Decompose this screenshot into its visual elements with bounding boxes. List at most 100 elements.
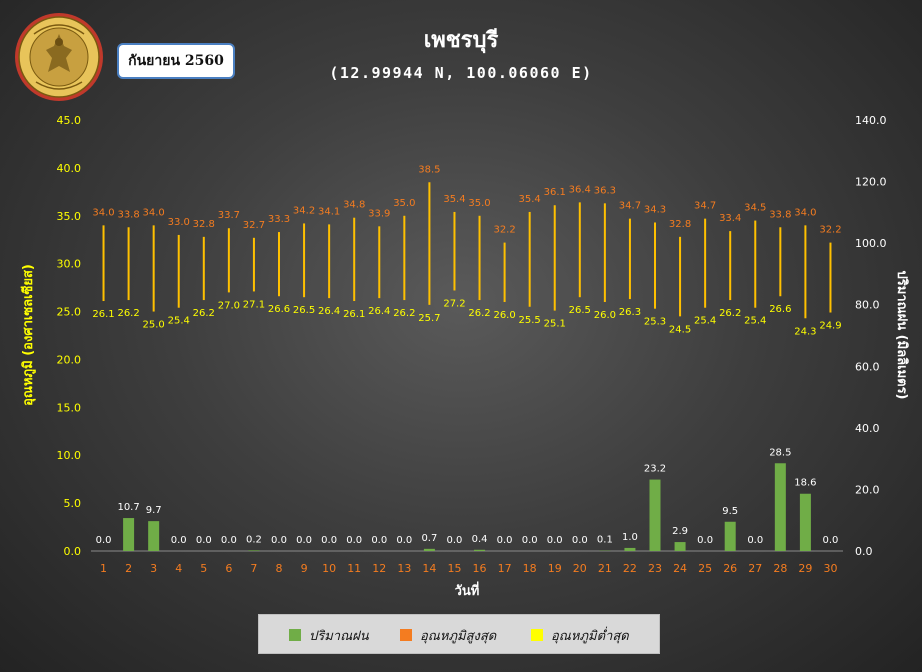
tmax-data-label: 32.7: [243, 220, 265, 231]
tmax-data-label: 33.0: [168, 217, 190, 228]
tmax-data-label: 35.0: [393, 198, 415, 209]
tmax-data-label: 36.4: [569, 184, 591, 195]
y-left-tick-label: 35.0: [57, 210, 82, 223]
y-left-tick-label: 25.0: [57, 306, 82, 319]
tmax-data-label: 34.8: [343, 200, 365, 211]
x-tick-label: 16: [473, 562, 487, 575]
rain-data-label: 0.0: [522, 535, 538, 546]
temp-range-bar: [704, 218, 707, 308]
rain-bar: [624, 547, 636, 551]
legend-item-tmax: อุณหภูมิสูงสุด: [400, 625, 496, 645]
rain-data-label: 0.4: [472, 534, 488, 545]
y-right-tick-label: 20.0: [855, 483, 880, 496]
x-tick-label: 3: [150, 562, 157, 575]
y-right-tick-label: 80.0: [855, 299, 880, 312]
temp-range-bar: [303, 223, 306, 298]
rain-data-label: 0.0: [396, 535, 412, 546]
x-tick-label: 9: [301, 562, 308, 575]
rain-bar: [774, 463, 786, 551]
rain-data-label: 0.0: [371, 535, 387, 546]
temp-range-bar: [102, 225, 105, 302]
x-tick-label: 14: [422, 562, 436, 575]
y-right-axis-title: ปริมาณฝน (มิลลิเมตร): [894, 270, 909, 399]
rain-data-label: 0.0: [271, 535, 287, 546]
tmin-data-label: 25.4: [168, 316, 190, 327]
tmax-data-label: 34.1: [318, 206, 340, 217]
y-left-tick-label: 10.0: [57, 449, 82, 462]
y-left-tick-label: 40.0: [57, 162, 82, 175]
x-axis-title: วันที่: [455, 581, 480, 599]
x-tick-label: 11: [347, 562, 361, 575]
x-tick-label: 18: [523, 562, 537, 575]
tmax-data-label: 35.4: [519, 194, 541, 205]
temp-range-bar: [177, 234, 180, 308]
temp-range-bar: [478, 215, 481, 301]
rain-data-label: 0.0: [346, 535, 362, 546]
y-left-tick-label: 30.0: [57, 258, 82, 271]
temp-range-bar: [553, 205, 556, 311]
tmin-data-label: 26.2: [117, 308, 139, 319]
tmin-data-label: 27.1: [243, 299, 265, 310]
tmin-data-label: 24.5: [669, 324, 691, 335]
chart-title: เพชรบุรี: [423, 28, 499, 53]
temp-range-bar: [779, 227, 782, 297]
temp-range-bar: [278, 232, 280, 297]
tmax-data-label: 32.8: [669, 219, 691, 230]
tmax-data-label: 33.3: [268, 214, 290, 225]
x-tick-label: 17: [498, 562, 512, 575]
tmax-data-label: 34.0: [92, 207, 114, 218]
rain-data-label: 0.2: [246, 534, 262, 545]
y-left-tick-label: 45.0: [57, 114, 82, 127]
rain-data-label: 0.0: [497, 535, 513, 546]
temp-range-bar: [679, 236, 682, 317]
tmax-data-label: 33.8: [117, 209, 139, 220]
temp-range-bar: [227, 228, 230, 293]
x-tick-label: 30: [823, 562, 837, 575]
temp-range-bar: [353, 217, 356, 302]
tmax-data-label: 33.8: [769, 209, 791, 220]
temp-range-bar: [628, 218, 631, 300]
tmax-data-label: 36.1: [544, 187, 566, 198]
tmin-data-label: 25.4: [694, 316, 716, 327]
rain-data-label: 0.7: [421, 533, 437, 544]
temp-range-bar: [428, 182, 431, 305]
y-left-tick-label: 20.0: [57, 353, 82, 366]
tmax-data-label: 33.9: [368, 208, 390, 219]
rain-bar: [423, 548, 435, 551]
temp-range-bar: [127, 227, 130, 301]
rain-bar: [148, 521, 160, 551]
temp-range-bar: [503, 242, 506, 302]
tmin-data-label: 24.3: [794, 326, 816, 337]
rain-data-label: 0.0: [823, 535, 839, 546]
tmin-data-label: 26.6: [769, 304, 791, 315]
x-tick-label: 1: [100, 562, 107, 575]
rain-bar: [649, 479, 661, 551]
rain-bar: [248, 550, 260, 551]
temp-range-bar: [453, 211, 456, 291]
y-right-tick-label: 60.0: [855, 360, 880, 373]
rain-bar: [799, 493, 811, 551]
rain-data-label: 0.1: [597, 535, 613, 546]
legend-swatch-tmin: [531, 629, 543, 641]
legend-swatch-rain: [289, 629, 301, 641]
temp-range-bar: [654, 222, 656, 309]
tmin-data-label: 26.2: [468, 308, 490, 319]
tmin-data-label: 26.2: [719, 308, 741, 319]
tmax-data-label: 33.7: [218, 210, 240, 221]
x-tick-label: 19: [548, 562, 562, 575]
legend-label-tmin: อุณหภูมิต่ำสุด: [551, 628, 629, 644]
rain-data-label: 0.0: [196, 535, 212, 546]
x-tick-label: 26: [723, 562, 737, 575]
tmax-data-label: 35.4: [443, 194, 465, 205]
x-tick-label: 10: [322, 562, 336, 575]
rain-bar: [724, 521, 736, 551]
tmin-data-label: 25.5: [519, 315, 541, 326]
tmax-data-label: 32.8: [193, 219, 215, 230]
rain-data-label: 28.5: [769, 447, 791, 458]
temp-range-bar: [804, 225, 807, 319]
rain-bar: [123, 518, 135, 551]
temp-range-bar: [252, 237, 255, 292]
tmax-data-label: 32.2: [819, 225, 841, 236]
legend-item-tmin: อุณหภูมิต่ำสุด: [531, 625, 629, 645]
